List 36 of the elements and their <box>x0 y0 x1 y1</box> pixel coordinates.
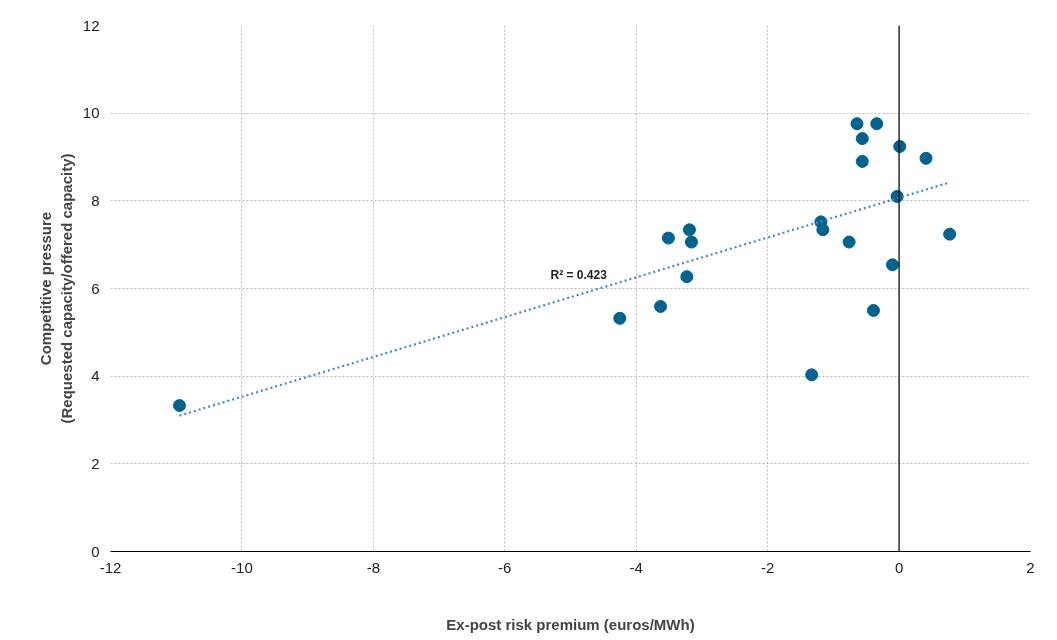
y-tick-label: 0 <box>91 542 100 560</box>
point <box>919 151 933 165</box>
point <box>613 311 627 325</box>
point <box>855 132 869 146</box>
annotation: R² = 0.423 <box>550 267 608 282</box>
point <box>661 231 675 245</box>
y-tick-label: 6 <box>91 279 100 297</box>
x-tick-label: -6 <box>498 558 512 576</box>
x-tick-label: -8 <box>366 558 381 576</box>
y-tick-label: 2 <box>91 454 100 472</box>
y-tick-label: 4 <box>91 367 100 385</box>
x-tick-label: 2 <box>1026 558 1035 576</box>
y-tick-label: 12 <box>82 16 100 34</box>
point <box>850 117 864 131</box>
point <box>816 223 830 237</box>
point <box>805 368 819 382</box>
point <box>654 299 668 313</box>
point <box>680 270 694 284</box>
point <box>684 235 698 249</box>
x-tick-label: 0 <box>894 558 904 576</box>
point <box>943 227 957 241</box>
point <box>682 223 696 237</box>
x-tick-label: -2 <box>760 558 775 576</box>
point <box>855 154 869 168</box>
point <box>886 258 899 272</box>
x-tick-label: -10 <box>231 558 253 576</box>
point <box>842 235 856 249</box>
point <box>866 303 880 317</box>
y-tick-label: 10 <box>82 104 100 122</box>
y-tick-label: 8 <box>91 191 100 209</box>
y-axis-title: Competitive pressure (Requested capacity/offered capacity) <box>37 153 75 424</box>
x-tick-label: -4 <box>629 558 643 576</box>
x-axis-title: Ex-post risk premium (euros/MWh) <box>446 615 695 633</box>
x-tick-label: -12 <box>99 558 122 576</box>
point <box>870 117 884 131</box>
point <box>173 399 186 413</box>
